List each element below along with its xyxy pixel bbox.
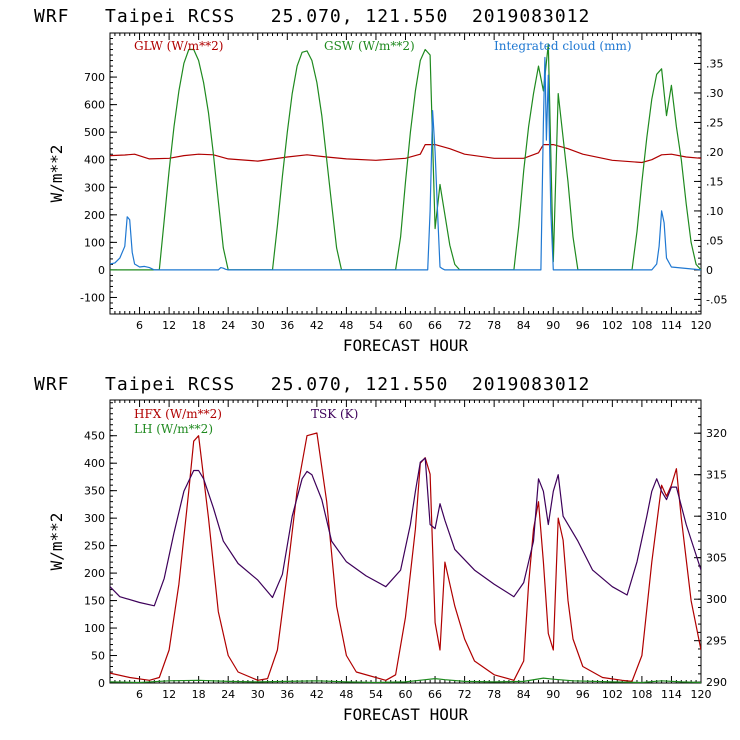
x-tick-label: 96 (576, 688, 590, 701)
x-tick-label: 108 (631, 319, 652, 332)
y-tick-label: 700 (84, 71, 105, 84)
y2-tick-label: 0 (706, 264, 713, 277)
x-tick-label: 54 (369, 688, 383, 701)
x-tick-label: 18 (192, 688, 206, 701)
y-tick-label: 100 (84, 622, 105, 635)
series-line-integrated (110, 56, 701, 271)
chart-heat-flux: WRF Taipei RCSS 25.070, 121.550 20190830… (34, 374, 727, 724)
chart-title: WRF Taipei RCSS 25.070, 121.550 20190830… (34, 374, 590, 395)
y2-tick-label: 315 (706, 469, 727, 482)
legend-integrated: Integrated cloud (mm) (494, 39, 632, 53)
y-tick-label: 0 (98, 264, 105, 277)
y2-tick-label: .30 (706, 87, 724, 100)
series-line-glw (110, 144, 701, 164)
y-tick-label: 250 (84, 540, 105, 553)
x-tick-label: 102 (602, 688, 623, 701)
x-tick-label: 60 (399, 688, 413, 701)
y2-tick-label: .10 (706, 205, 724, 218)
series-line-hfx (110, 432, 701, 683)
y-tick-label: 400 (84, 457, 105, 470)
y2-tick-label: 320 (706, 427, 727, 440)
x-tick-label: 102 (602, 319, 623, 332)
x-tick-label: 6 (136, 319, 143, 332)
x-axis-label: FORECAST HOUR (343, 336, 469, 355)
legend-lh: LH (W/m**2) (134, 422, 213, 436)
x-tick-label: 60 (399, 319, 413, 332)
chart-radiation: WRF Taipei RCSS 25.070, 121.550 20190830… (34, 6, 727, 355)
x-tick-label: 78 (487, 688, 501, 701)
x-tick-label: 36 (280, 319, 294, 332)
y-axis-label: W/m**2 (47, 513, 66, 571)
legend-gsw: GSW (W/m**2) (324, 39, 415, 53)
y2-tick-label: 295 (706, 635, 727, 648)
y-tick-label: 50 (91, 650, 105, 663)
legend-hfx: HFX (W/m**2) (134, 407, 222, 421)
y2-tick-label: .25 (706, 116, 724, 129)
x-tick-label: 114 (661, 688, 682, 701)
x-tick-label: 66 (428, 688, 442, 701)
plot-frame (109, 399, 702, 684)
x-tick-label: 120 (691, 688, 712, 701)
x-tick-label: 84 (517, 688, 531, 701)
x-tick-label: 66 (428, 319, 442, 332)
x-tick-label: 114 (661, 319, 682, 332)
x-tick-label: 42 (310, 688, 324, 701)
x-tick-label: 84 (517, 319, 531, 332)
x-tick-label: 48 (339, 688, 353, 701)
plot-frame (109, 32, 702, 315)
y-tick-label: 100 (84, 236, 105, 249)
x-tick-label: 108 (631, 688, 652, 701)
x-tick-label: 36 (280, 688, 294, 701)
x-tick-label: 96 (576, 319, 590, 332)
y-tick-label: 150 (84, 595, 105, 608)
series-line-gsw (110, 43, 701, 271)
x-tick-label: 120 (691, 319, 712, 332)
chart-title: WRF Taipei RCSS 25.070, 121.550 20190830… (34, 6, 590, 27)
y2-tick-label: 290 (706, 676, 727, 689)
x-axis-label: FORECAST HOUR (343, 705, 469, 724)
x-tick-label: 90 (546, 319, 560, 332)
y2-tick-label: .05 (706, 234, 724, 247)
y-tick-label: -100 (80, 291, 105, 304)
y2-tick-label: .20 (706, 146, 724, 159)
y-tick-label: 450 (84, 430, 105, 443)
y2-tick-label: 300 (706, 593, 727, 606)
x-tick-label: 90 (546, 688, 560, 701)
x-tick-label: 48 (339, 319, 353, 332)
y-tick-label: 200 (84, 567, 105, 580)
x-tick-label: 30 (251, 319, 265, 332)
y-tick-label: 300 (84, 512, 105, 525)
series-line-tsk (110, 457, 701, 607)
y-tick-label: 600 (84, 99, 105, 112)
x-tick-label: 78 (487, 319, 501, 332)
x-tick-label: 42 (310, 319, 324, 332)
y-tick-label: 350 (84, 485, 105, 498)
series-line-lh (110, 677, 701, 683)
y-tick-label: 500 (84, 126, 105, 139)
y2-tick-label: .35 (706, 57, 724, 70)
x-tick-label: 6 (136, 688, 143, 701)
y-axis-label: W/m**2 (47, 145, 66, 203)
x-tick-label: 18 (192, 319, 206, 332)
legend-tsk: TSK (K) (311, 407, 358, 421)
x-tick-label: 54 (369, 319, 383, 332)
y-tick-label: 200 (84, 209, 105, 222)
x-tick-label: 24 (221, 319, 235, 332)
y-tick-label: 400 (84, 154, 105, 167)
legend-glw: GLW (W/m**2) (134, 39, 223, 53)
y2-tick-label: 310 (706, 510, 727, 523)
x-tick-label: 24 (221, 688, 235, 701)
x-tick-label: 72 (458, 319, 472, 332)
y2-tick-label: 305 (706, 552, 727, 565)
x-tick-label: 12 (162, 319, 176, 332)
y2-tick-label: -.05 (706, 293, 727, 306)
x-tick-label: 30 (251, 688, 265, 701)
y2-tick-label: .15 (706, 175, 724, 188)
x-tick-label: 72 (458, 688, 472, 701)
y-tick-label: 300 (84, 181, 105, 194)
x-tick-label: 12 (162, 688, 176, 701)
y-tick-label: 0 (98, 677, 105, 690)
